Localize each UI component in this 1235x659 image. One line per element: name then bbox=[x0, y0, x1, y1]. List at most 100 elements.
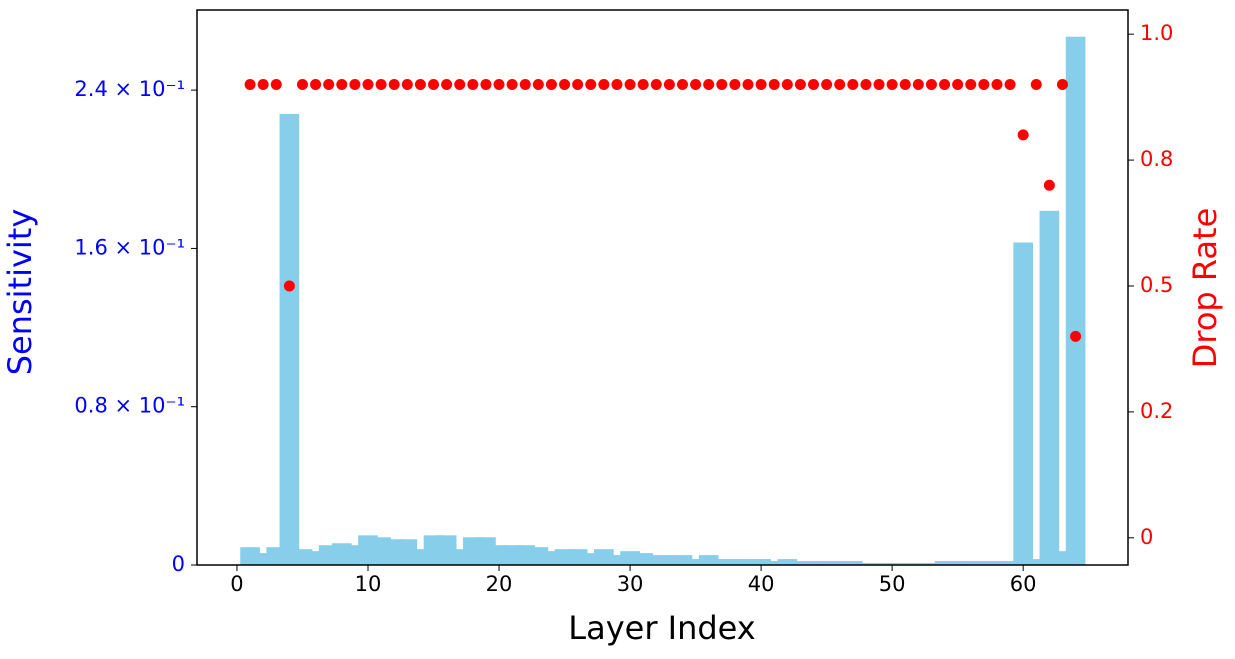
bar bbox=[816, 561, 837, 565]
bar bbox=[1013, 242, 1033, 565]
y-tick-label: 0.8 × 10⁻¹ bbox=[74, 394, 185, 418]
bar bbox=[908, 563, 929, 565]
point bbox=[611, 79, 623, 91]
bar bbox=[279, 113, 300, 565]
point bbox=[454, 79, 466, 91]
point bbox=[532, 79, 544, 91]
point bbox=[1030, 79, 1042, 91]
y2-tick-label: 0.5 bbox=[1140, 273, 1173, 297]
point bbox=[925, 79, 937, 91]
point bbox=[388, 79, 400, 91]
y-tick-label: 2.4 × 10⁻¹ bbox=[74, 77, 185, 101]
y-axis-label: Sensitivity bbox=[1, 209, 39, 376]
bar bbox=[843, 561, 863, 565]
x-axis-label: Layer Index bbox=[568, 609, 755, 647]
point bbox=[1017, 129, 1029, 141]
point bbox=[375, 79, 387, 91]
bar bbox=[882, 563, 902, 565]
bar bbox=[856, 563, 876, 565]
point bbox=[493, 79, 505, 91]
bar bbox=[869, 563, 889, 565]
bar bbox=[934, 561, 955, 565]
bar bbox=[1000, 561, 1020, 565]
bar bbox=[607, 555, 627, 565]
point bbox=[519, 79, 531, 91]
bar bbox=[895, 563, 916, 565]
point bbox=[676, 79, 688, 91]
bar bbox=[921, 563, 942, 565]
bar bbox=[672, 555, 693, 565]
point bbox=[545, 79, 557, 91]
x-tick-label: 0 bbox=[230, 572, 243, 596]
x-tick-label: 60 bbox=[1010, 572, 1037, 596]
point bbox=[362, 79, 374, 91]
point bbox=[690, 79, 702, 91]
point bbox=[598, 79, 610, 91]
plot-frame bbox=[196, 9, 1129, 566]
point bbox=[480, 79, 492, 91]
bar bbox=[633, 553, 653, 565]
point bbox=[1070, 330, 1082, 342]
y2-tick-label: 0.2 bbox=[1140, 399, 1173, 423]
y2-axis-label: Drop Rate bbox=[1186, 208, 1224, 369]
bar bbox=[829, 561, 850, 565]
bar bbox=[960, 561, 981, 565]
bar bbox=[1065, 36, 1086, 565]
point bbox=[991, 79, 1003, 91]
point bbox=[703, 79, 715, 91]
point bbox=[572, 79, 584, 91]
x-tick-label: 10 bbox=[355, 572, 382, 596]
x-tick-label: 40 bbox=[748, 572, 775, 596]
point bbox=[559, 79, 571, 91]
point bbox=[310, 79, 322, 91]
bar bbox=[253, 553, 273, 565]
point bbox=[821, 79, 833, 91]
bar bbox=[764, 561, 785, 565]
bar bbox=[790, 561, 811, 565]
point bbox=[414, 79, 426, 91]
point bbox=[296, 79, 308, 91]
bar bbox=[685, 559, 706, 565]
point bbox=[742, 79, 754, 91]
point bbox=[506, 79, 518, 91]
point bbox=[886, 79, 898, 91]
point bbox=[585, 79, 597, 91]
x-tick-label: 50 bbox=[879, 572, 906, 596]
point bbox=[257, 79, 269, 91]
point bbox=[952, 79, 964, 91]
point bbox=[965, 79, 977, 91]
bar bbox=[725, 559, 745, 565]
point bbox=[768, 79, 780, 91]
point bbox=[1004, 79, 1016, 91]
point bbox=[939, 79, 951, 91]
point bbox=[663, 79, 675, 91]
point bbox=[624, 79, 636, 91]
point bbox=[781, 79, 793, 91]
x-tick-label: 30 bbox=[617, 572, 644, 596]
bar bbox=[698, 555, 719, 565]
bar bbox=[738, 559, 758, 565]
point bbox=[650, 79, 662, 91]
bar bbox=[974, 561, 994, 565]
bar bbox=[1039, 210, 1060, 566]
point bbox=[428, 79, 440, 91]
point bbox=[441, 79, 453, 91]
point bbox=[401, 79, 413, 91]
point bbox=[794, 79, 806, 91]
point bbox=[1043, 179, 1055, 191]
y2-tick-label: 1.0 bbox=[1140, 21, 1173, 45]
bar bbox=[777, 559, 798, 565]
y2-tick-label: 0.8 bbox=[1140, 147, 1173, 171]
bar bbox=[646, 555, 667, 565]
point bbox=[716, 79, 728, 91]
bar bbox=[947, 561, 968, 565]
bar bbox=[580, 553, 601, 565]
y2-tick-label: 0 bbox=[1140, 525, 1153, 549]
point bbox=[755, 79, 767, 91]
point bbox=[873, 79, 885, 91]
point bbox=[270, 79, 282, 91]
bar bbox=[803, 561, 824, 565]
point bbox=[978, 79, 990, 91]
point bbox=[912, 79, 924, 91]
